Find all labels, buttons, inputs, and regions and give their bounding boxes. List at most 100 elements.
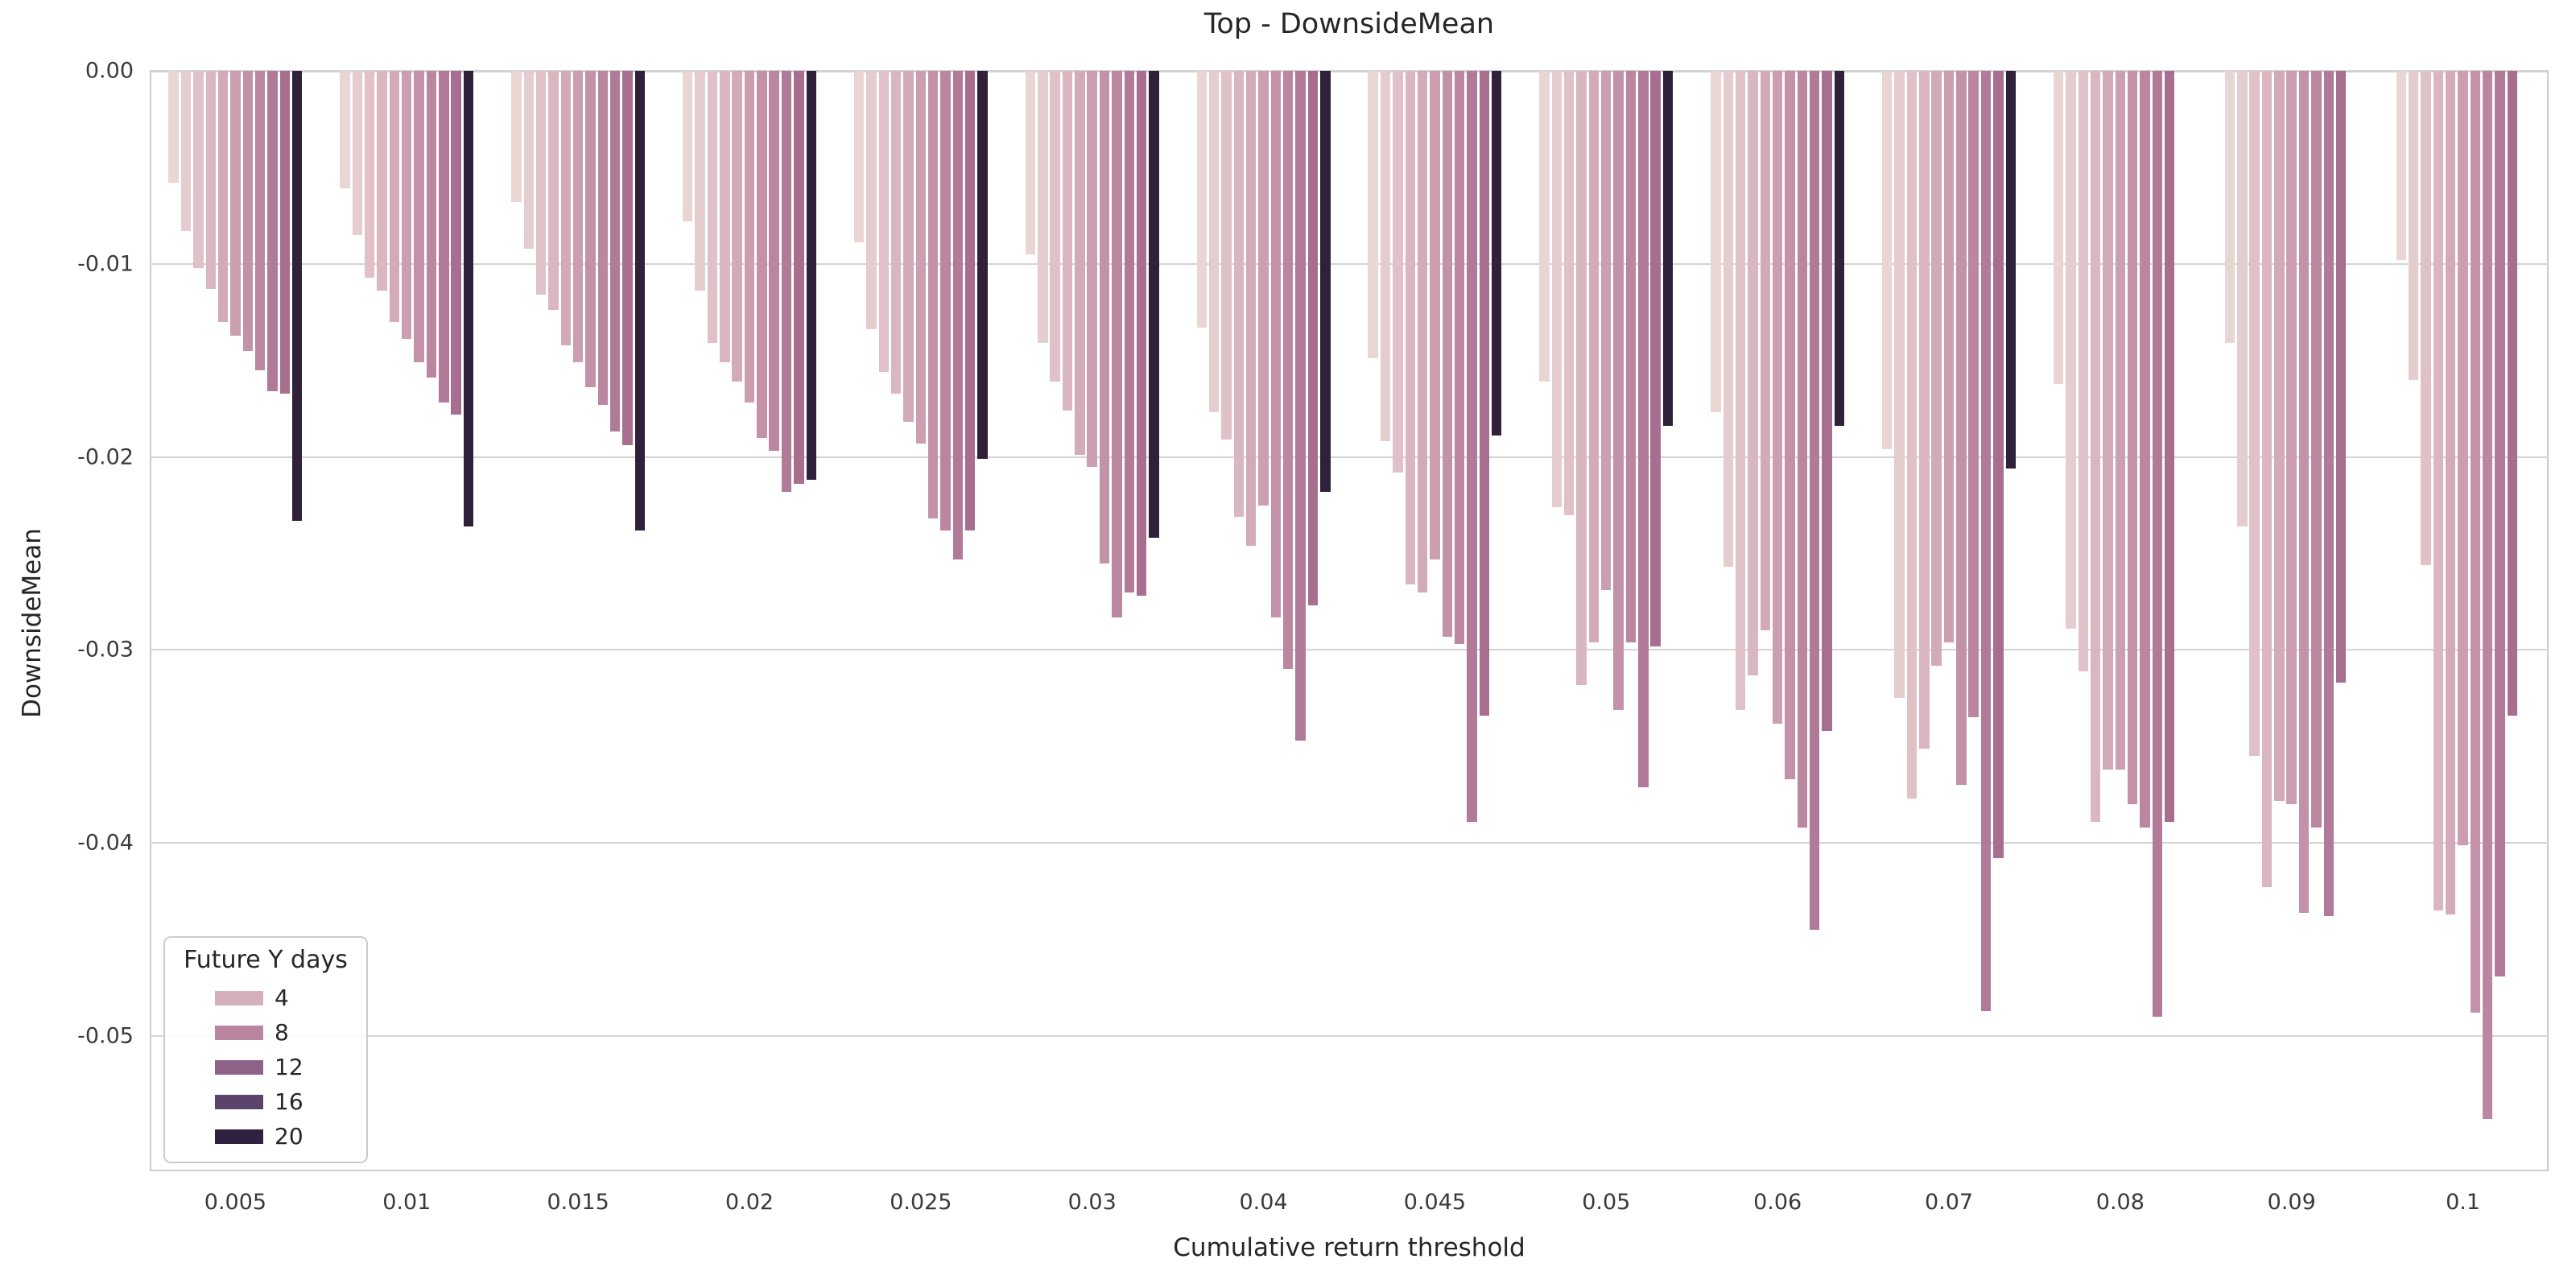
bar-0.01-level-09 <box>439 71 449 403</box>
bar-0.08-level-06 <box>2115 71 2126 770</box>
bar-0.045-level-03 <box>1393 71 1403 473</box>
bar-0.03-level-01 <box>1025 71 1036 254</box>
x-tick-label: 0.05 <box>1582 1190 1631 1215</box>
y-axis-label: DownsideMean <box>18 528 47 718</box>
bar-0.03-level-04 <box>1062 71 1073 411</box>
bar-0.045-level-09 <box>1467 71 1477 822</box>
legend-entry-label: 12 <box>275 1054 303 1080</box>
bar-0.04-level-01 <box>1196 71 1208 328</box>
bar-0.025-level-03 <box>878 71 889 373</box>
bar-0.04-level-03 <box>1221 71 1232 440</box>
bar-0.05-level-08 <box>1625 71 1637 642</box>
gridline <box>150 842 2549 844</box>
bar-0.07-level-03 <box>1906 71 1918 799</box>
x-tick-label: 0.07 <box>1924 1190 1974 1215</box>
bar-0.09-level-06 <box>2286 71 2297 805</box>
bar-0.045-level-05 <box>1417 71 1428 592</box>
bar-0.045-level-04 <box>1405 71 1415 584</box>
legend-entry: 16 <box>165 1084 366 1119</box>
bar-0.045-level-07 <box>1442 71 1452 637</box>
legend-swatch <box>215 1025 263 1040</box>
bar-0.1-level-10 <box>2507 71 2518 716</box>
chart-title: Top - DownsideMean <box>1203 8 1495 40</box>
bar-0.015-level-01 <box>511 71 522 203</box>
y-tick-label: -0.01 <box>77 251 134 277</box>
bar-0.02-level-05 <box>732 71 742 382</box>
bar-0.08-level-01 <box>2053 71 2064 384</box>
bar-0.015-level-06 <box>572 71 584 363</box>
bar-0.1-level-09 <box>2495 71 2505 976</box>
bar-0.045-level-11 <box>1491 71 1502 436</box>
x-tick-label: 0.09 <box>2267 1190 2316 1215</box>
bar-0.07-level-02 <box>1894 71 1905 699</box>
bar-0.015-level-08 <box>597 71 609 405</box>
bar-0.015-level-05 <box>560 71 571 345</box>
bar-0.1-level-04 <box>2433 71 2444 911</box>
bar-0.05-level-04 <box>1576 71 1587 685</box>
bar-0.06-level-06 <box>1772 71 1783 724</box>
bar-0.015-level-11 <box>634 71 646 530</box>
bar-0.045-level-02 <box>1380 71 1391 442</box>
bar-0.005-level-04 <box>205 71 216 289</box>
bar-0.08-level-09 <box>2152 71 2163 1018</box>
bar-0.03-level-05 <box>1075 71 1085 456</box>
bar-0.025-level-02 <box>866 71 877 330</box>
bar-0.025-level-06 <box>915 71 927 444</box>
bar-0.06-level-03 <box>1735 71 1746 710</box>
legend-entry-label: 4 <box>275 985 289 1011</box>
bar-0.02-level-10 <box>794 71 804 485</box>
bar-0.03-level-10 <box>1136 71 1147 597</box>
bar-0.025-level-11 <box>977 71 988 460</box>
bar-0.015-level-10 <box>622 71 633 446</box>
y-tick-label: -0.02 <box>77 444 134 470</box>
bar-0.04-level-05 <box>1246 71 1257 546</box>
x-tick-label: 0.06 <box>1753 1190 1802 1215</box>
bar-0.045-level-06 <box>1430 71 1440 559</box>
bar-0.06-level-10 <box>1822 71 1832 732</box>
bar-0.01-level-01 <box>340 71 350 189</box>
bar-0.06-level-09 <box>1809 71 1820 931</box>
legend-title: Future Y days <box>184 946 348 974</box>
x-tick-label: 0.045 <box>1403 1190 1467 1215</box>
legend-entry: 4 <box>165 980 366 1015</box>
bar-0.09-level-09 <box>2323 71 2334 917</box>
legend-entries: 4 8 12 16 20 <box>165 980 366 1154</box>
x-tick-label: 0.08 <box>2095 1190 2145 1215</box>
bar-0.01-level-05 <box>389 71 400 322</box>
bar-0.05-level-06 <box>1601 71 1612 591</box>
bar-0.02-level-11 <box>806 71 816 481</box>
bar-0.1-level-05 <box>2446 71 2456 915</box>
bar-0.1-level-02 <box>2408 71 2419 380</box>
bar-0.06-level-01 <box>1711 71 1721 413</box>
x-axis-label: Cumulative return threshold <box>1173 1233 1525 1262</box>
bar-0.02-level-01 <box>683 71 693 222</box>
bar-0.015-level-03 <box>535 71 547 295</box>
y-tick-label: -0.04 <box>77 830 134 856</box>
bar-0.08-level-04 <box>2090 71 2101 822</box>
bar-0.1-level-08 <box>2483 71 2493 1120</box>
bar-0.02-level-09 <box>781 71 792 492</box>
bar-0.09-level-03 <box>2249 71 2260 757</box>
y-tick-label: -0.03 <box>77 637 134 663</box>
bar-0.01-level-07 <box>414 71 424 363</box>
bar-0.1-level-03 <box>2421 71 2431 565</box>
gridline <box>150 262 2549 265</box>
bar-0.02-level-04 <box>720 71 730 363</box>
bar-0.025-level-08 <box>940 71 951 530</box>
bar-0.03-level-08 <box>1112 71 1122 617</box>
bar-0.07-level-01 <box>1882 71 1893 450</box>
bar-0.01-level-06 <box>402 71 412 340</box>
bar-0.08-level-03 <box>2078 71 2088 671</box>
bar-0.07-level-05 <box>1931 71 1942 666</box>
bar-0.015-level-04 <box>548 71 559 311</box>
bar-0.07-level-11 <box>2005 71 2016 469</box>
bar-0.07-level-10 <box>1993 71 2004 859</box>
bar-0.02-level-06 <box>744 71 755 403</box>
bar-0.015-level-02 <box>523 71 534 249</box>
bar-0.1-level-01 <box>2396 71 2407 261</box>
x-tick-label: 0.03 <box>1067 1190 1117 1215</box>
legend-entry-label: 16 <box>275 1088 303 1115</box>
bar-0.015-level-09 <box>609 71 621 432</box>
bar-0.04-level-04 <box>1233 71 1245 517</box>
